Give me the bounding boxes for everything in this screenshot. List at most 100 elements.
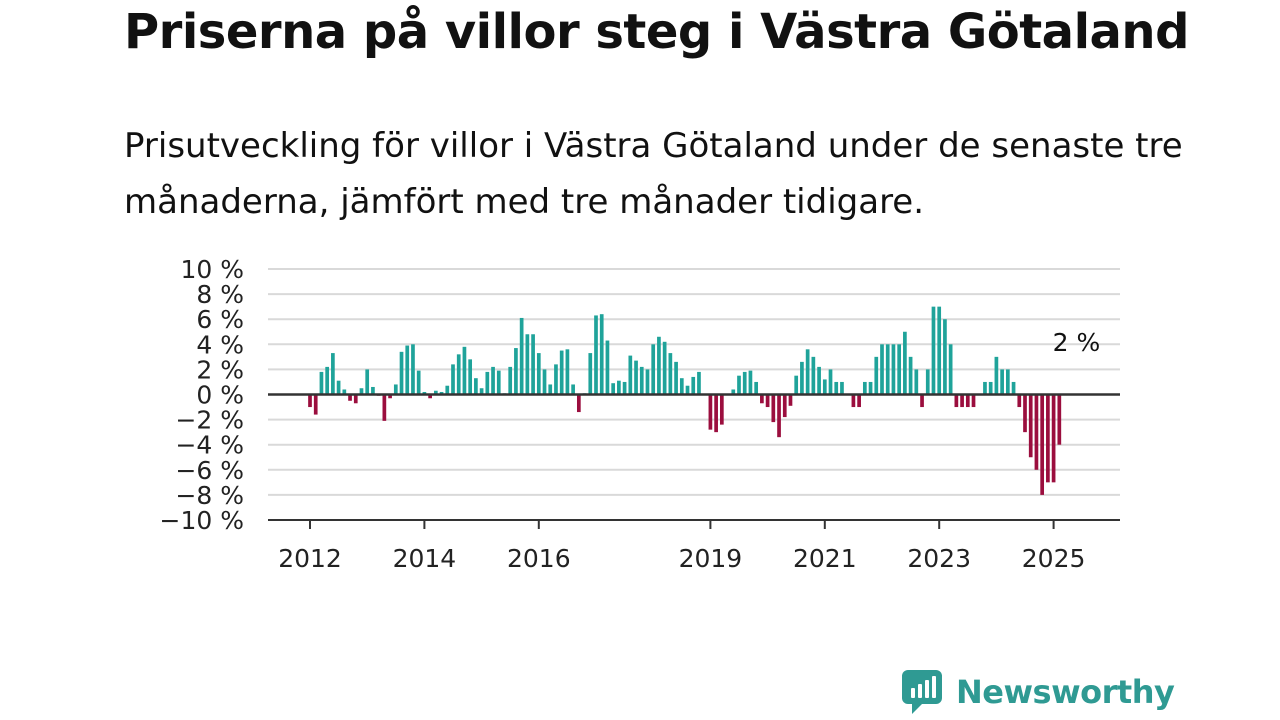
bar — [451, 364, 455, 395]
bars — [308, 306, 1062, 495]
bar — [439, 391, 444, 395]
bar — [611, 383, 616, 395]
bar — [491, 366, 495, 395]
bar — [811, 356, 816, 395]
bar — [960, 394, 964, 408]
bar — [428, 394, 432, 399]
bar-chart: 10 %8 %6 %4 %2 %0 %−2 %−4 %−6 %−8 %−10 %… — [160, 255, 1120, 573]
bar — [834, 381, 839, 395]
bar — [800, 361, 804, 395]
y-tick-label: 4 % — [196, 330, 244, 359]
page-subtitle: Prisutveckling för villor i Västra Götal… — [124, 126, 1183, 222]
bar — [674, 361, 678, 395]
bar — [868, 381, 873, 395]
y-tick-label: −6 % — [175, 456, 244, 485]
bar — [508, 366, 513, 395]
bar — [411, 344, 415, 395]
bar — [925, 369, 930, 395]
bar — [822, 379, 827, 395]
bar — [445, 385, 450, 395]
bar — [422, 391, 427, 395]
bar — [599, 314, 604, 395]
bar — [348, 394, 352, 401]
x-tick-label: 2012 — [278, 544, 342, 573]
bar — [931, 306, 936, 395]
bar — [525, 334, 530, 395]
bar — [308, 394, 312, 408]
bar — [554, 364, 558, 395]
bar — [388, 394, 392, 399]
bar — [519, 317, 524, 395]
bar — [662, 341, 667, 395]
bar — [771, 394, 776, 423]
bar — [548, 384, 553, 395]
bar — [668, 353, 673, 395]
bar — [353, 394, 358, 404]
x-tick-label: 2016 — [507, 544, 571, 573]
x-tick-label: 2023 — [907, 544, 971, 573]
y-tick-label: −4 % — [175, 431, 244, 460]
bar — [462, 346, 467, 395]
bar — [817, 366, 821, 395]
bar — [576, 394, 581, 413]
bar — [805, 349, 810, 395]
bar — [496, 370, 501, 395]
bar — [536, 353, 541, 395]
bar — [880, 344, 884, 395]
bar — [691, 376, 696, 395]
bar — [885, 344, 890, 395]
bar — [514, 348, 518, 395]
bar — [468, 359, 473, 395]
bar — [651, 344, 656, 395]
tick-labels: 10 %8 %6 %4 %2 %0 %−2 %−4 %−6 %−8 %−10 %… — [160, 255, 1101, 573]
bar — [788, 394, 793, 406]
bar — [943, 319, 947, 395]
bar — [657, 336, 661, 395]
y-tick-label: 6 % — [196, 305, 244, 334]
bar — [988, 381, 993, 395]
bar — [937, 306, 942, 395]
bar — [371, 386, 375, 395]
bar — [1005, 369, 1010, 395]
bar — [617, 380, 621, 395]
y-tick-label: 0 % — [196, 381, 244, 410]
bar — [697, 371, 701, 395]
bar — [325, 366, 330, 395]
bar — [479, 388, 484, 395]
bar — [903, 331, 907, 395]
axes — [268, 393, 1120, 529]
bar — [714, 394, 718, 433]
bar — [908, 356, 913, 395]
bar — [456, 354, 461, 395]
bar — [891, 344, 896, 395]
bar — [1046, 394, 1050, 483]
bar — [382, 394, 387, 421]
bar — [897, 344, 902, 395]
bar — [874, 356, 879, 395]
bar — [971, 394, 976, 408]
bar — [474, 378, 478, 395]
y-tick-label: −10 % — [160, 506, 244, 535]
bar — [862, 381, 867, 395]
bar — [994, 356, 999, 395]
bar — [914, 369, 919, 395]
x-tick-label: 2025 — [1022, 544, 1086, 573]
bar — [685, 385, 690, 395]
x-tick-label: 2021 — [793, 544, 857, 573]
bar — [365, 369, 370, 395]
bar — [542, 369, 547, 395]
bar — [628, 355, 633, 395]
bar — [742, 371, 747, 395]
bar — [840, 381, 844, 395]
bar — [857, 394, 861, 408]
bar — [719, 394, 724, 425]
bar — [765, 394, 770, 408]
bar — [737, 375, 741, 395]
bar — [777, 394, 781, 438]
bar — [760, 394, 764, 404]
bar — [571, 384, 575, 395]
bar — [313, 394, 318, 415]
bar — [634, 360, 638, 395]
y-tick-label: −8 % — [175, 481, 244, 510]
bar — [1051, 394, 1056, 483]
